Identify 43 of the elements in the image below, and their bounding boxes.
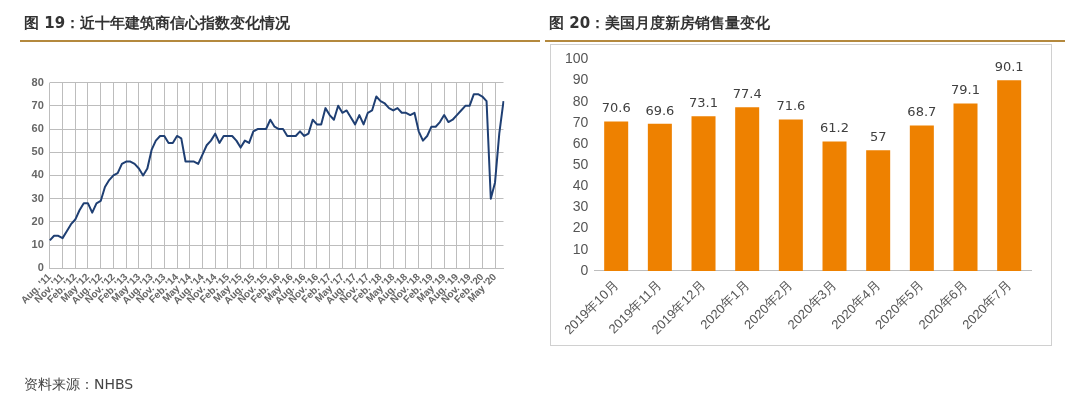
y-tick-label: 70 [31, 98, 44, 111]
y-tick-label: 70 [572, 113, 589, 130]
y-tick-label: 90 [572, 71, 589, 88]
y-tick-label: 80 [31, 75, 44, 88]
bar [778, 119, 803, 271]
bar [909, 125, 934, 271]
y-tick-label: 80 [572, 92, 589, 109]
bar [953, 103, 978, 271]
data-label: 57 [869, 129, 887, 145]
chart-title: 图 19：近十年建筑商信心指数变化情况 [20, 14, 540, 42]
data-label: 61.2 [820, 120, 849, 136]
y-tick-label: 30 [31, 191, 44, 204]
bar [866, 150, 891, 271]
data-label: 68.7 [907, 104, 937, 120]
chart-title: 图 20：美国月度新房销售量变化 [545, 14, 1065, 42]
y-tick-label: 100 [565, 50, 589, 67]
y-tick-label: 0 [580, 261, 589, 278]
y-tick-label: 50 [572, 156, 589, 173]
y-tick-label: 40 [31, 168, 44, 181]
y-tick-label: 20 [31, 214, 44, 227]
y-tick-label: 60 [572, 134, 589, 151]
data-label: 77.4 [732, 86, 762, 102]
y-tick-label: 40 [572, 177, 589, 194]
bar [604, 121, 629, 271]
bar [997, 80, 1022, 271]
y-tick-label: 50 [31, 145, 44, 158]
data-label: 79.1 [951, 82, 980, 98]
text: 资料来源：NHBS [24, 376, 134, 394]
y-tick-label: 20 [572, 219, 589, 236]
y-tick-label: 30 [572, 198, 589, 215]
data-label: 90.1 [994, 59, 1024, 75]
data-label: 70.6 [601, 100, 631, 116]
data-label: 71.6 [776, 98, 806, 114]
bar [691, 116, 716, 271]
bar [735, 107, 760, 271]
bar [647, 123, 672, 271]
y-tick-label: 10 [31, 238, 44, 251]
y-tick-label: 0 [37, 261, 44, 274]
data-label: 69.6 [645, 102, 675, 118]
y-tick-label: 60 [31, 122, 44, 135]
bar [822, 141, 847, 271]
data-label: 73.1 [689, 95, 718, 111]
y-tick-label: 10 [572, 240, 589, 257]
